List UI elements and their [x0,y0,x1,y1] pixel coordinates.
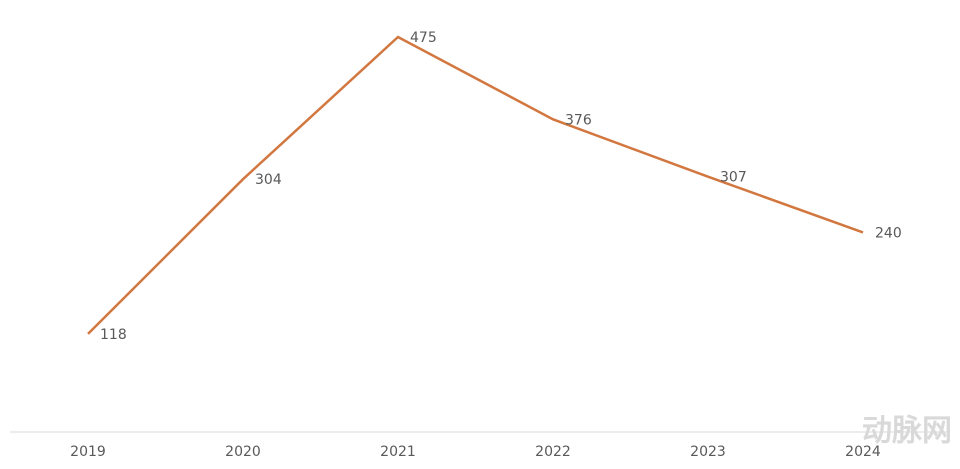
x-tick-label: 2020 [225,444,261,460]
x-tick-label: 2021 [380,444,416,460]
line [87,35,864,335]
data-label: 240 [875,225,902,241]
watermark: 动脉网 [862,414,952,449]
data-label: 475 [410,30,437,46]
data-label: 376 [565,112,592,128]
x-tick-label: 2022 [535,444,571,460]
data-label: 307 [720,170,747,186]
x-tick-label: 2019 [70,444,106,460]
data-label: 118 [100,327,127,343]
x-tick-label: 2024 [845,444,881,460]
data-label: 304 [255,172,282,188]
x-tick-label: 2023 [690,444,726,460]
